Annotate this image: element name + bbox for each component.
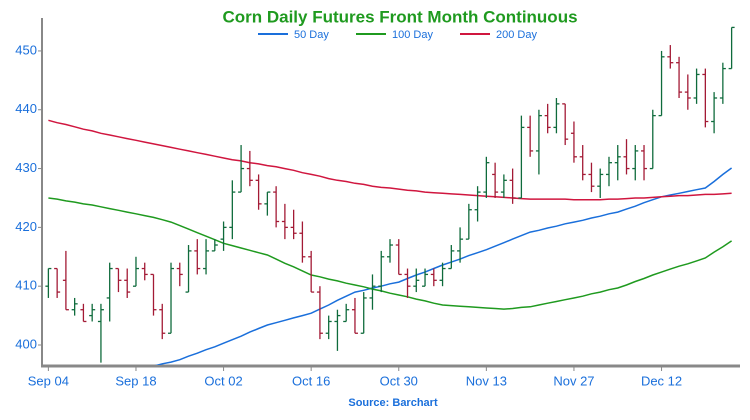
chart-title: Corn Daily Futures Front Month Continuou… xyxy=(222,7,577,26)
x-tick-label: Nov 13 xyxy=(466,373,507,388)
source: Source: Barchart xyxy=(348,397,438,409)
legend-label: 200 Day xyxy=(496,29,537,41)
y-tick-label: 400 xyxy=(15,336,37,351)
plot-area xyxy=(45,26,735,365)
x-tick-label: Nov 27 xyxy=(553,373,594,388)
y-tick-label: 410 xyxy=(15,278,37,293)
ma-line xyxy=(48,197,733,310)
y-tick-label: 450 xyxy=(15,42,37,57)
x-tick-label: Sep 18 xyxy=(115,373,156,388)
legend-label: 50 Day xyxy=(294,29,329,41)
y-tick-label: 420 xyxy=(15,219,37,234)
x-tick-label: Oct 02 xyxy=(204,373,242,388)
x-tick-label: Oct 16 xyxy=(292,373,330,388)
legend-label: 100 Day xyxy=(392,29,433,41)
y-tick-label: 430 xyxy=(15,160,37,175)
x-tick-label: Oct 30 xyxy=(380,373,418,388)
x-tick-label: Sep 04 xyxy=(28,373,69,388)
x-tick-label: Dec 12 xyxy=(641,373,682,388)
ma-line xyxy=(48,119,732,201)
y-tick-label: 440 xyxy=(15,101,37,116)
